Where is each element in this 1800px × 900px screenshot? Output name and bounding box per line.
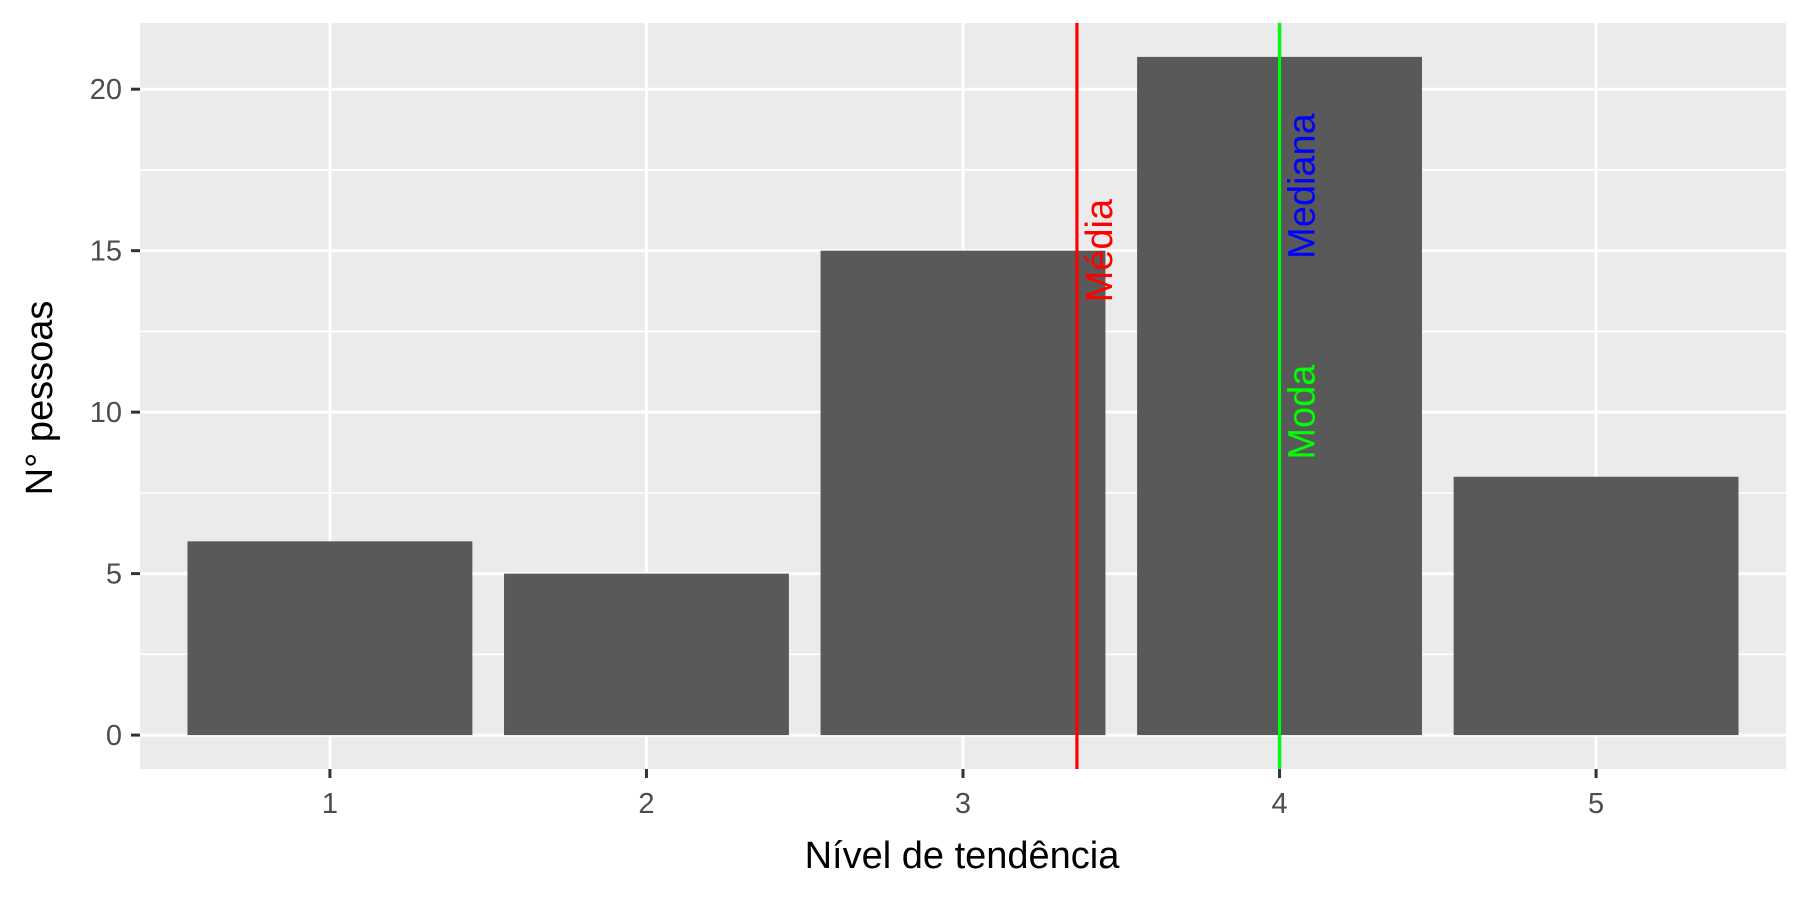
axes: 0 5 10 15 20 1 2 3 4 5 [90,74,1604,820]
x-tick-label: 2 [638,788,654,820]
reference-lines: Média Mediana Moda [1075,23,1324,769]
x-axis-title: Nível de tendência [805,835,1121,877]
y-tick-label: 20 [90,74,122,106]
x-tick-label: 1 [322,788,338,820]
media-label: Média [1079,198,1121,302]
x-tick-label: 5 [1588,788,1604,820]
x-tick-label: 3 [955,788,971,820]
y-tick-label: 0 [106,720,122,752]
y-tick-label: 5 [106,559,122,591]
bar-3 [820,250,1106,736]
y-tick-label: 15 [90,236,122,268]
bar-1 [187,541,473,736]
moda-label: Moda [1282,364,1324,460]
bar-5 [1453,476,1739,736]
x-tick-label: 4 [1271,788,1287,820]
mediana-label: Mediana [1282,112,1324,259]
y-tick-label: 10 [90,397,122,429]
bar-2 [504,573,789,736]
y-axis-title: N° pessoas [19,301,61,496]
